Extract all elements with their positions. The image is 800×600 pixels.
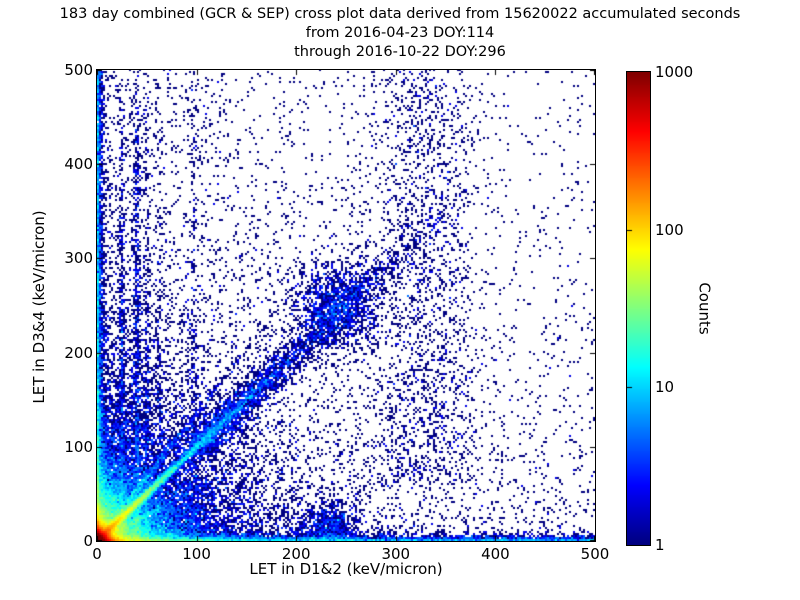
y-tick-label: 300 [64,249,93,268]
y-tick-label: 500 [64,61,93,79]
x-tick-label: 200 [281,545,311,563]
y-tick-label: 200 [64,343,93,362]
x-tick-label: 100 [182,545,211,563]
colorbar-tick-label: 1000 [655,63,694,81]
chart-title: 183 day combined (GCR & SEP) cross plot … [0,5,800,62]
x-tick-label: 300 [381,545,411,563]
plot-area [96,69,596,542]
title-line-1: 183 day combined (GCR & SEP) cross plot … [59,6,741,22]
colorbar-label: Counts [695,282,714,335]
colorbar-tick-label: 10 [655,378,675,397]
y-tick-label: 400 [64,155,93,174]
title-line-3: through 2016-10-22 DOY:296 [294,44,506,60]
y-tick-label: 100 [64,437,93,456]
colorbar [626,71,651,546]
x-tick-label: 0 [92,545,102,563]
scatter-heatmap-canvas [97,70,595,541]
colorbar-tick-label: 100 [655,220,684,239]
y-axis-label: LET in D3&4 (keV/micron) [30,210,48,404]
x-tick-label: 400 [481,545,510,563]
colorbar-tick-label: 1 [655,536,665,554]
y-tick-label: 0 [83,532,93,550]
x-tick-label: 500 [580,545,610,563]
colorbar-gradient-canvas [627,72,650,545]
x-axis-label: LET in D1&2 (keV/micron) [249,560,443,578]
title-line-2: from 2016-04-23 DOY:114 [305,25,495,41]
